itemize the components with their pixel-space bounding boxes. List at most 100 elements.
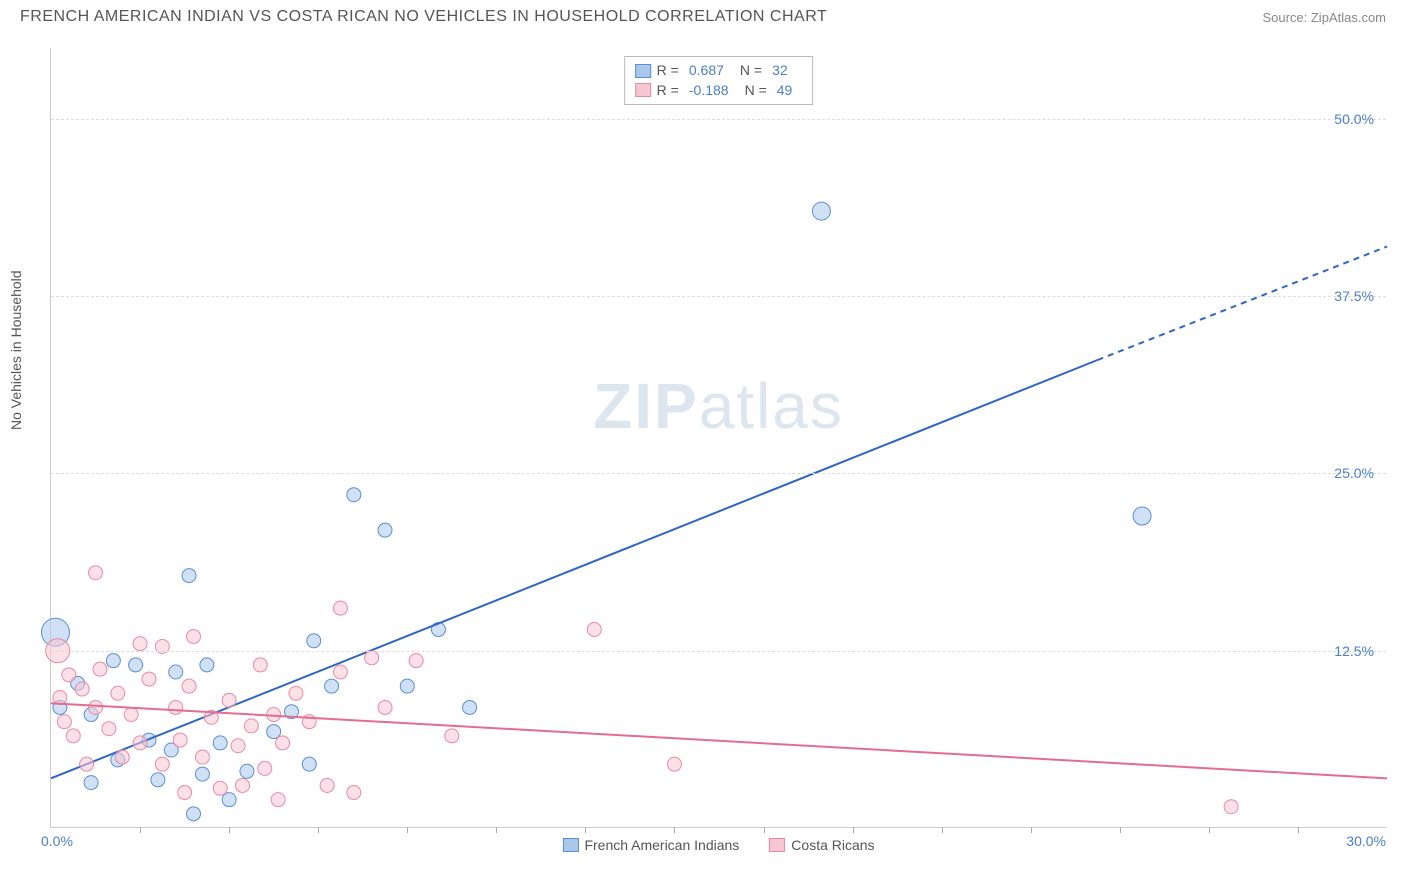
scatter-point xyxy=(169,700,183,714)
scatter-point xyxy=(75,682,89,696)
scatter-point xyxy=(231,739,245,753)
scatter-point xyxy=(93,662,107,676)
scatter-point xyxy=(302,757,316,771)
x-tick-mark xyxy=(853,827,854,833)
scatter-point xyxy=(213,736,227,750)
x-tick-mark xyxy=(140,827,141,833)
gridline xyxy=(51,473,1386,474)
scatter-point xyxy=(124,708,138,722)
scatter-point xyxy=(213,781,227,795)
y-axis-label: No Vehicles in Household xyxy=(8,270,24,430)
x-start-label: 0.0% xyxy=(41,833,73,849)
scatter-point xyxy=(667,757,681,771)
scatter-point xyxy=(182,679,196,693)
scatter-point xyxy=(258,761,272,775)
scatter-point xyxy=(182,569,196,583)
scatter-point xyxy=(347,786,361,800)
scatter-point xyxy=(244,719,258,733)
series-legend: French American Indians Costa Ricans xyxy=(562,837,874,853)
x-tick-mark xyxy=(764,827,765,833)
scatter-point xyxy=(325,679,339,693)
scatter-point xyxy=(307,634,321,648)
scatter-point xyxy=(253,658,267,672)
scatter-point xyxy=(111,686,125,700)
scatter-point xyxy=(115,750,129,764)
scatter-point xyxy=(1133,507,1151,525)
scatter-point xyxy=(1224,800,1238,814)
scatter-point xyxy=(333,665,347,679)
scatter-point xyxy=(289,686,303,700)
scatter-point xyxy=(347,488,361,502)
scatter-point xyxy=(235,778,249,792)
scatter-point xyxy=(365,651,379,665)
x-tick-mark xyxy=(318,827,319,833)
swatch-series-0 xyxy=(562,838,578,852)
chart-area: ZIPatlas R = 0.687 N = 32 R = -0.188 N =… xyxy=(50,48,1386,828)
scatter-point xyxy=(57,715,71,729)
x-tick-mark xyxy=(496,827,497,833)
scatter-point xyxy=(463,700,477,714)
scatter-point xyxy=(187,807,201,821)
scatter-point xyxy=(62,668,76,682)
scatter-point xyxy=(187,630,201,644)
scatter-point xyxy=(151,773,165,787)
x-end-label: 30.0% xyxy=(1346,833,1386,849)
scatter-point xyxy=(200,658,214,672)
scatter-point xyxy=(106,654,120,668)
scatter-plot xyxy=(51,48,1386,827)
x-tick-mark xyxy=(1120,827,1121,833)
scatter-point xyxy=(240,764,254,778)
scatter-point xyxy=(155,757,169,771)
x-tick-mark xyxy=(942,827,943,833)
y-tick-label: 25.0% xyxy=(1334,465,1374,481)
scatter-point xyxy=(173,733,187,747)
scatter-point xyxy=(378,523,392,537)
scatter-point xyxy=(129,658,143,672)
scatter-point xyxy=(333,601,347,615)
scatter-point xyxy=(66,729,80,743)
scatter-point xyxy=(133,637,147,651)
swatch-series-1 xyxy=(769,838,785,852)
scatter-point xyxy=(587,622,601,636)
x-tick-mark xyxy=(1298,827,1299,833)
scatter-point xyxy=(80,757,94,771)
scatter-point xyxy=(178,786,192,800)
x-tick-mark xyxy=(1031,827,1032,833)
scatter-point xyxy=(378,700,392,714)
x-tick-mark xyxy=(674,827,675,833)
legend-item-0: French American Indians xyxy=(562,837,739,853)
scatter-point xyxy=(222,693,236,707)
legend-label: Costa Ricans xyxy=(791,837,874,853)
x-tick-mark xyxy=(407,827,408,833)
scatter-point xyxy=(89,700,103,714)
scatter-point xyxy=(409,654,423,668)
scatter-point xyxy=(812,202,830,220)
x-tick-mark xyxy=(1209,827,1210,833)
scatter-point xyxy=(267,725,281,739)
y-tick-label: 37.5% xyxy=(1334,288,1374,304)
scatter-point xyxy=(271,793,285,807)
chart-source: Source: ZipAtlas.com xyxy=(1262,10,1386,25)
legend-label: French American Indians xyxy=(584,837,739,853)
scatter-point xyxy=(89,566,103,580)
scatter-point xyxy=(133,736,147,750)
legend-item-1: Costa Ricans xyxy=(769,837,874,853)
gridline xyxy=(51,296,1386,297)
y-tick-label: 12.5% xyxy=(1334,643,1374,659)
chart-title: FRENCH AMERICAN INDIAN VS COSTA RICAN NO… xyxy=(20,8,827,26)
scatter-point xyxy=(195,750,209,764)
scatter-point xyxy=(276,736,290,750)
scatter-point xyxy=(400,679,414,693)
scatter-point xyxy=(142,672,156,686)
scatter-point xyxy=(102,722,116,736)
scatter-point xyxy=(195,767,209,781)
gridline xyxy=(51,119,1386,120)
scatter-point xyxy=(445,729,459,743)
chart-header: FRENCH AMERICAN INDIAN VS COSTA RICAN NO… xyxy=(0,0,1406,30)
scatter-point xyxy=(84,776,98,790)
scatter-point xyxy=(320,778,334,792)
x-tick-mark xyxy=(585,827,586,833)
x-tick-mark xyxy=(229,827,230,833)
y-tick-label: 50.0% xyxy=(1334,111,1374,127)
scatter-point xyxy=(222,793,236,807)
